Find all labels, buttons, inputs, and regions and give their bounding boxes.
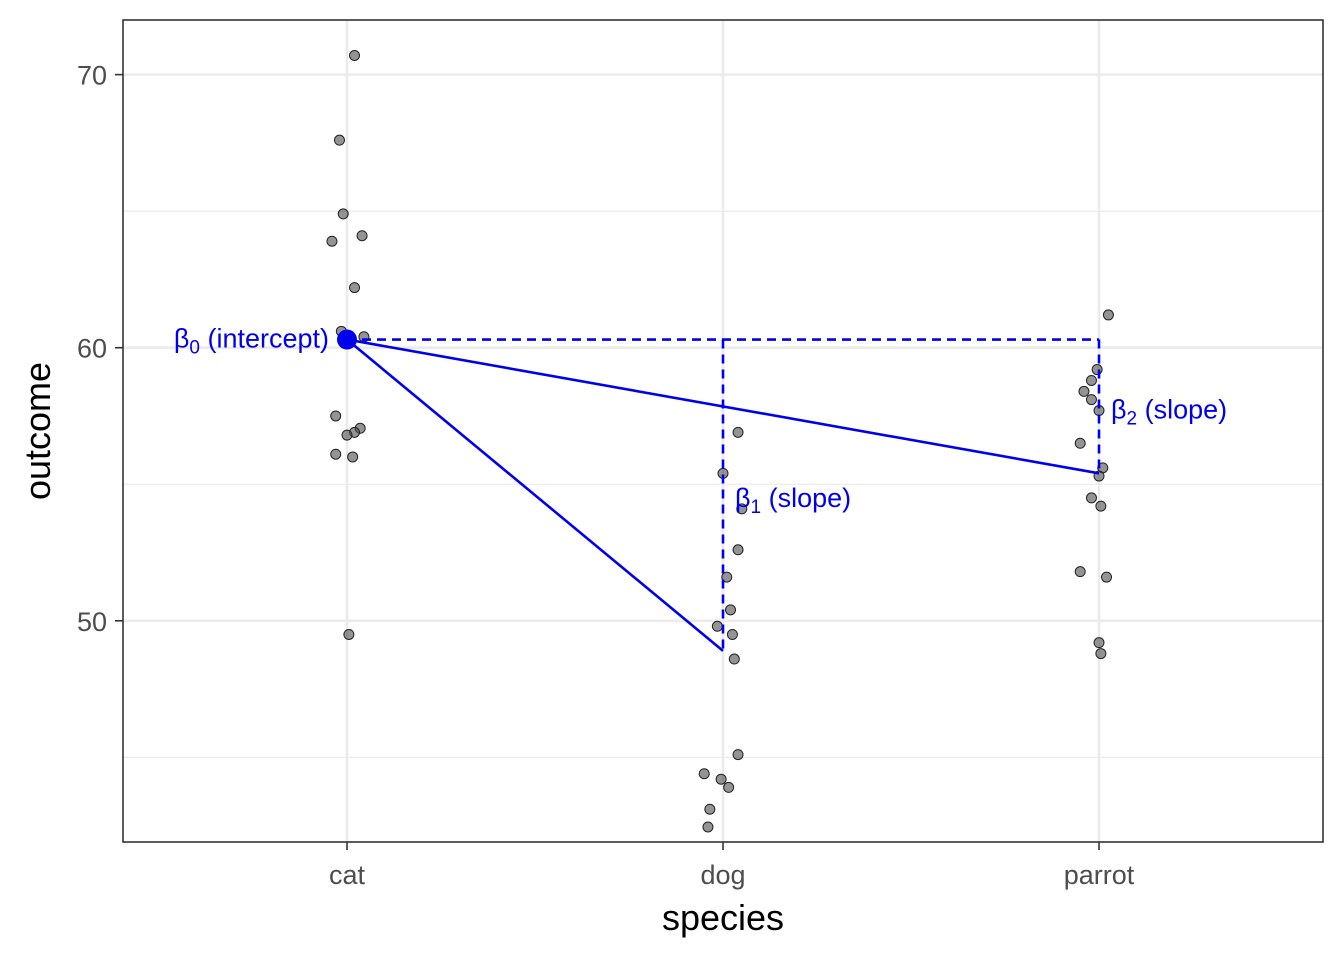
y-axis-title: outcome	[17, 362, 58, 500]
intercept-text: (intercept)	[200, 324, 329, 354]
slope2-subscript: 2	[1127, 408, 1138, 429]
y-tick-label: 60	[77, 334, 107, 364]
slope1-symbol: β	[735, 483, 751, 513]
x-tick-label-parrot: parrot	[1064, 860, 1135, 890]
data-point	[1085, 394, 1097, 406]
intercept-subscript: 0	[189, 338, 200, 359]
data-point	[704, 803, 716, 815]
dog-slope-line	[346, 338, 724, 652]
slope1-subscript: 1	[751, 497, 762, 518]
data-point	[1085, 374, 1097, 386]
data-point	[726, 628, 738, 640]
model-lines	[337, 329, 1101, 652]
slope1-annotation: β1 (slope)	[735, 483, 851, 518]
data-point	[732, 426, 744, 438]
data-point	[728, 653, 740, 665]
data-point	[698, 768, 710, 780]
y-tick-label: 70	[77, 61, 107, 91]
data-point	[732, 749, 744, 761]
data-point	[725, 604, 737, 616]
data-point	[1074, 566, 1086, 578]
x-tick-label-cat: cat	[329, 860, 366, 890]
data-point	[1102, 309, 1114, 321]
data-point	[1091, 364, 1103, 376]
axes: 50 60 70 cat dog parrot	[77, 61, 1135, 890]
data-point	[736, 503, 748, 515]
data-point	[1093, 637, 1105, 649]
data-point	[702, 821, 714, 833]
data-point	[715, 773, 727, 785]
data-point	[330, 410, 342, 422]
data-point	[333, 134, 345, 146]
data-point	[356, 230, 368, 242]
data-point	[349, 50, 361, 62]
slope2-annotation: β2 (slope)	[1111, 394, 1227, 429]
data-point	[1095, 648, 1107, 660]
data-point	[343, 628, 355, 640]
data-point	[1085, 492, 1097, 504]
data-points	[326, 50, 1114, 833]
data-point	[349, 282, 361, 294]
data-point	[326, 235, 338, 247]
data-point	[337, 208, 349, 220]
y-tick-label: 50	[77, 607, 107, 637]
data-point	[347, 451, 359, 463]
x-tick-label-dog: dog	[700, 860, 745, 890]
slope2-symbol: β	[1111, 394, 1127, 424]
data-point	[1074, 437, 1086, 449]
data-point	[1078, 385, 1090, 397]
data-point	[330, 448, 342, 460]
intercept-point	[337, 329, 357, 350]
x-axis-title: species	[662, 897, 784, 938]
intercept-annotation: β0 (intercept)	[174, 324, 329, 359]
data-point	[732, 544, 744, 556]
data-point	[1101, 571, 1113, 583]
data-point	[723, 781, 735, 793]
slope2-text: (slope)	[1137, 394, 1227, 424]
data-point	[1095, 500, 1107, 512]
data-point	[711, 620, 723, 632]
data-point	[341, 429, 353, 441]
slope1-text: (slope)	[761, 483, 851, 513]
parrot-slope-line	[346, 338, 1100, 475]
intercept-symbol: β	[174, 324, 190, 354]
